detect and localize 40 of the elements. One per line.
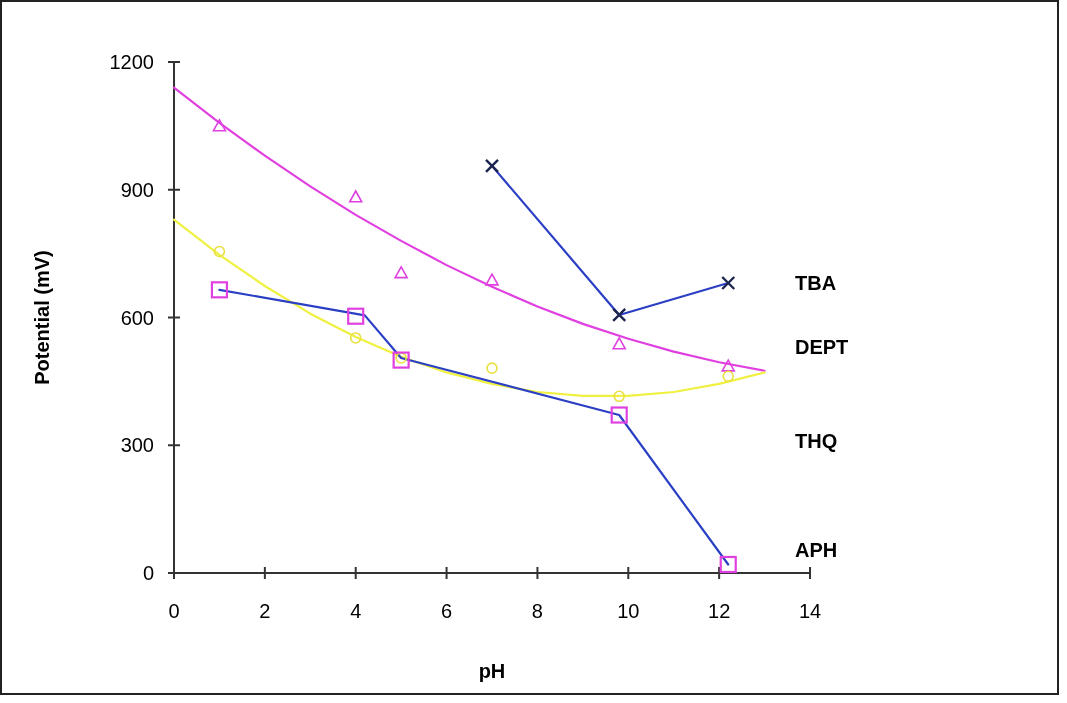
point: [394, 265, 408, 279]
y-tick-label: 300: [120, 434, 154, 457]
x-tick-label: 2: [259, 600, 271, 622]
x-tick-label: 4: [350, 600, 362, 622]
point: [719, 555, 737, 574]
point: [721, 275, 736, 291]
text: THQ: [795, 430, 838, 452]
y-tick-label: 1200: [109, 51, 154, 73]
point: [349, 332, 362, 344]
text: APH: [795, 539, 838, 561]
x-tick-label: 8: [531, 600, 543, 622]
point: [485, 273, 499, 286]
line-series: [172, 86, 766, 372]
text: TBA: [795, 272, 837, 294]
point: [212, 119, 227, 132]
point: [347, 307, 365, 325]
point: [392, 351, 410, 369]
point: [213, 245, 226, 258]
y-tick-label: 0: [142, 562, 154, 584]
x-axis-title: pH: [478, 660, 506, 682]
x-tick-label: 12: [708, 600, 731, 622]
text: DEPT: [795, 336, 849, 358]
y-tick-label: 900: [120, 178, 154, 201]
point: [484, 158, 500, 174]
point: [486, 362, 498, 374]
point: [613, 390, 625, 403]
point: [722, 370, 735, 383]
x-tick-label: 14: [798, 600, 822, 622]
point: [348, 190, 363, 203]
point: [721, 359, 736, 372]
line-series: [172, 218, 766, 397]
point: [612, 337, 626, 350]
y-tick-label: 600: [120, 306, 154, 329]
x-tick-label: 10: [617, 600, 640, 622]
y-axis-title: Potential (mV): [31, 250, 53, 385]
point: [210, 281, 229, 299]
point: [610, 406, 628, 424]
x-tick-label: 0: [168, 600, 180, 622]
x-tick-label: 6: [441, 600, 453, 622]
point: [612, 307, 627, 323]
